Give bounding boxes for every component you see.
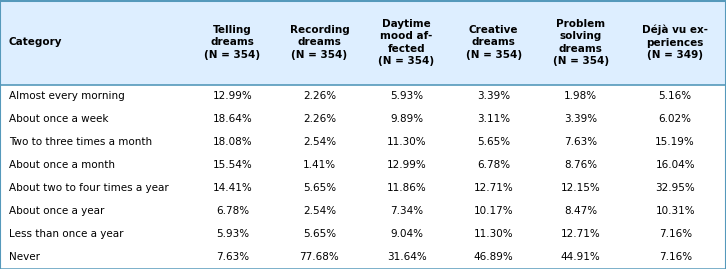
Bar [0, 85, 726, 269]
Text: Almost every morning: Almost every morning [9, 91, 124, 101]
Text: 77.68%: 77.68% [300, 253, 339, 263]
Text: 2.54%: 2.54% [303, 206, 336, 217]
Text: Déjà vu ex-
periences
(N = 349): Déjà vu ex- periences (N = 349) [643, 25, 708, 60]
Text: 5.65%: 5.65% [303, 183, 336, 193]
Text: 6.78%: 6.78% [216, 206, 249, 217]
Text: 6.02%: 6.02% [658, 114, 692, 124]
Text: 32.95%: 32.95% [656, 183, 695, 193]
Text: 7.63%: 7.63% [564, 137, 597, 147]
Text: Less than once a year: Less than once a year [9, 229, 123, 239]
Text: 3.11%: 3.11% [477, 114, 510, 124]
Text: About once a week: About once a week [9, 114, 108, 124]
Text: 14.41%: 14.41% [213, 183, 252, 193]
Text: Two to three times a month: Two to three times a month [9, 137, 152, 147]
Text: Creative
dreams
(N = 354): Creative dreams (N = 354) [465, 25, 522, 60]
Text: 46.89%: 46.89% [474, 253, 513, 263]
Text: 7.16%: 7.16% [658, 253, 692, 263]
Text: 5.65%: 5.65% [303, 229, 336, 239]
Text: 2.54%: 2.54% [303, 137, 336, 147]
Text: 11.86%: 11.86% [387, 183, 426, 193]
Text: 2.26%: 2.26% [303, 114, 336, 124]
Text: About once a month: About once a month [9, 160, 115, 170]
Text: 7.63%: 7.63% [216, 253, 249, 263]
Text: 2.26%: 2.26% [303, 91, 336, 101]
Text: 5.93%: 5.93% [216, 229, 249, 239]
Text: 12.71%: 12.71% [474, 183, 513, 193]
Text: 18.64%: 18.64% [213, 114, 252, 124]
Text: 12.15%: 12.15% [561, 183, 600, 193]
Text: 8.47%: 8.47% [564, 206, 597, 217]
Text: 10.31%: 10.31% [656, 206, 695, 217]
Text: About two to four times a year: About two to four times a year [9, 183, 168, 193]
Text: 5.65%: 5.65% [477, 137, 510, 147]
Text: 44.91%: 44.91% [561, 253, 600, 263]
Text: 9.89%: 9.89% [390, 114, 423, 124]
Text: About once a year: About once a year [9, 206, 104, 217]
Text: 6.78%: 6.78% [477, 160, 510, 170]
Text: 8.76%: 8.76% [564, 160, 597, 170]
Text: 7.34%: 7.34% [390, 206, 423, 217]
Text: Category: Category [9, 37, 62, 47]
Text: Never: Never [9, 253, 40, 263]
Text: 11.30%: 11.30% [474, 229, 513, 239]
Text: 1.41%: 1.41% [303, 160, 336, 170]
Text: 10.17%: 10.17% [474, 206, 513, 217]
Text: Daytime
mood af-
fected
(N = 354): Daytime mood af- fected (N = 354) [378, 19, 435, 66]
Bar [0, 0, 726, 85]
Text: 7.16%: 7.16% [658, 229, 692, 239]
Text: 12.99%: 12.99% [387, 160, 426, 170]
Text: 3.39%: 3.39% [564, 114, 597, 124]
Text: 16.04%: 16.04% [656, 160, 695, 170]
Text: Problem
solving
dreams
(N = 354): Problem solving dreams (N = 354) [552, 19, 609, 66]
Text: 12.99%: 12.99% [213, 91, 252, 101]
Text: 15.54%: 15.54% [213, 160, 252, 170]
Text: 1.98%: 1.98% [564, 91, 597, 101]
Text: 18.08%: 18.08% [213, 137, 252, 147]
Text: 5.93%: 5.93% [390, 91, 423, 101]
Text: 11.30%: 11.30% [387, 137, 426, 147]
Text: Recording
dreams
(N = 354): Recording dreams (N = 354) [290, 25, 349, 60]
Text: 15.19%: 15.19% [656, 137, 695, 147]
Text: 5.16%: 5.16% [658, 91, 692, 101]
Text: Telling
dreams
(N = 354): Telling dreams (N = 354) [204, 25, 261, 60]
Text: 31.64%: 31.64% [387, 253, 426, 263]
Text: 12.71%: 12.71% [561, 229, 600, 239]
Text: 3.39%: 3.39% [477, 91, 510, 101]
Text: 9.04%: 9.04% [390, 229, 423, 239]
